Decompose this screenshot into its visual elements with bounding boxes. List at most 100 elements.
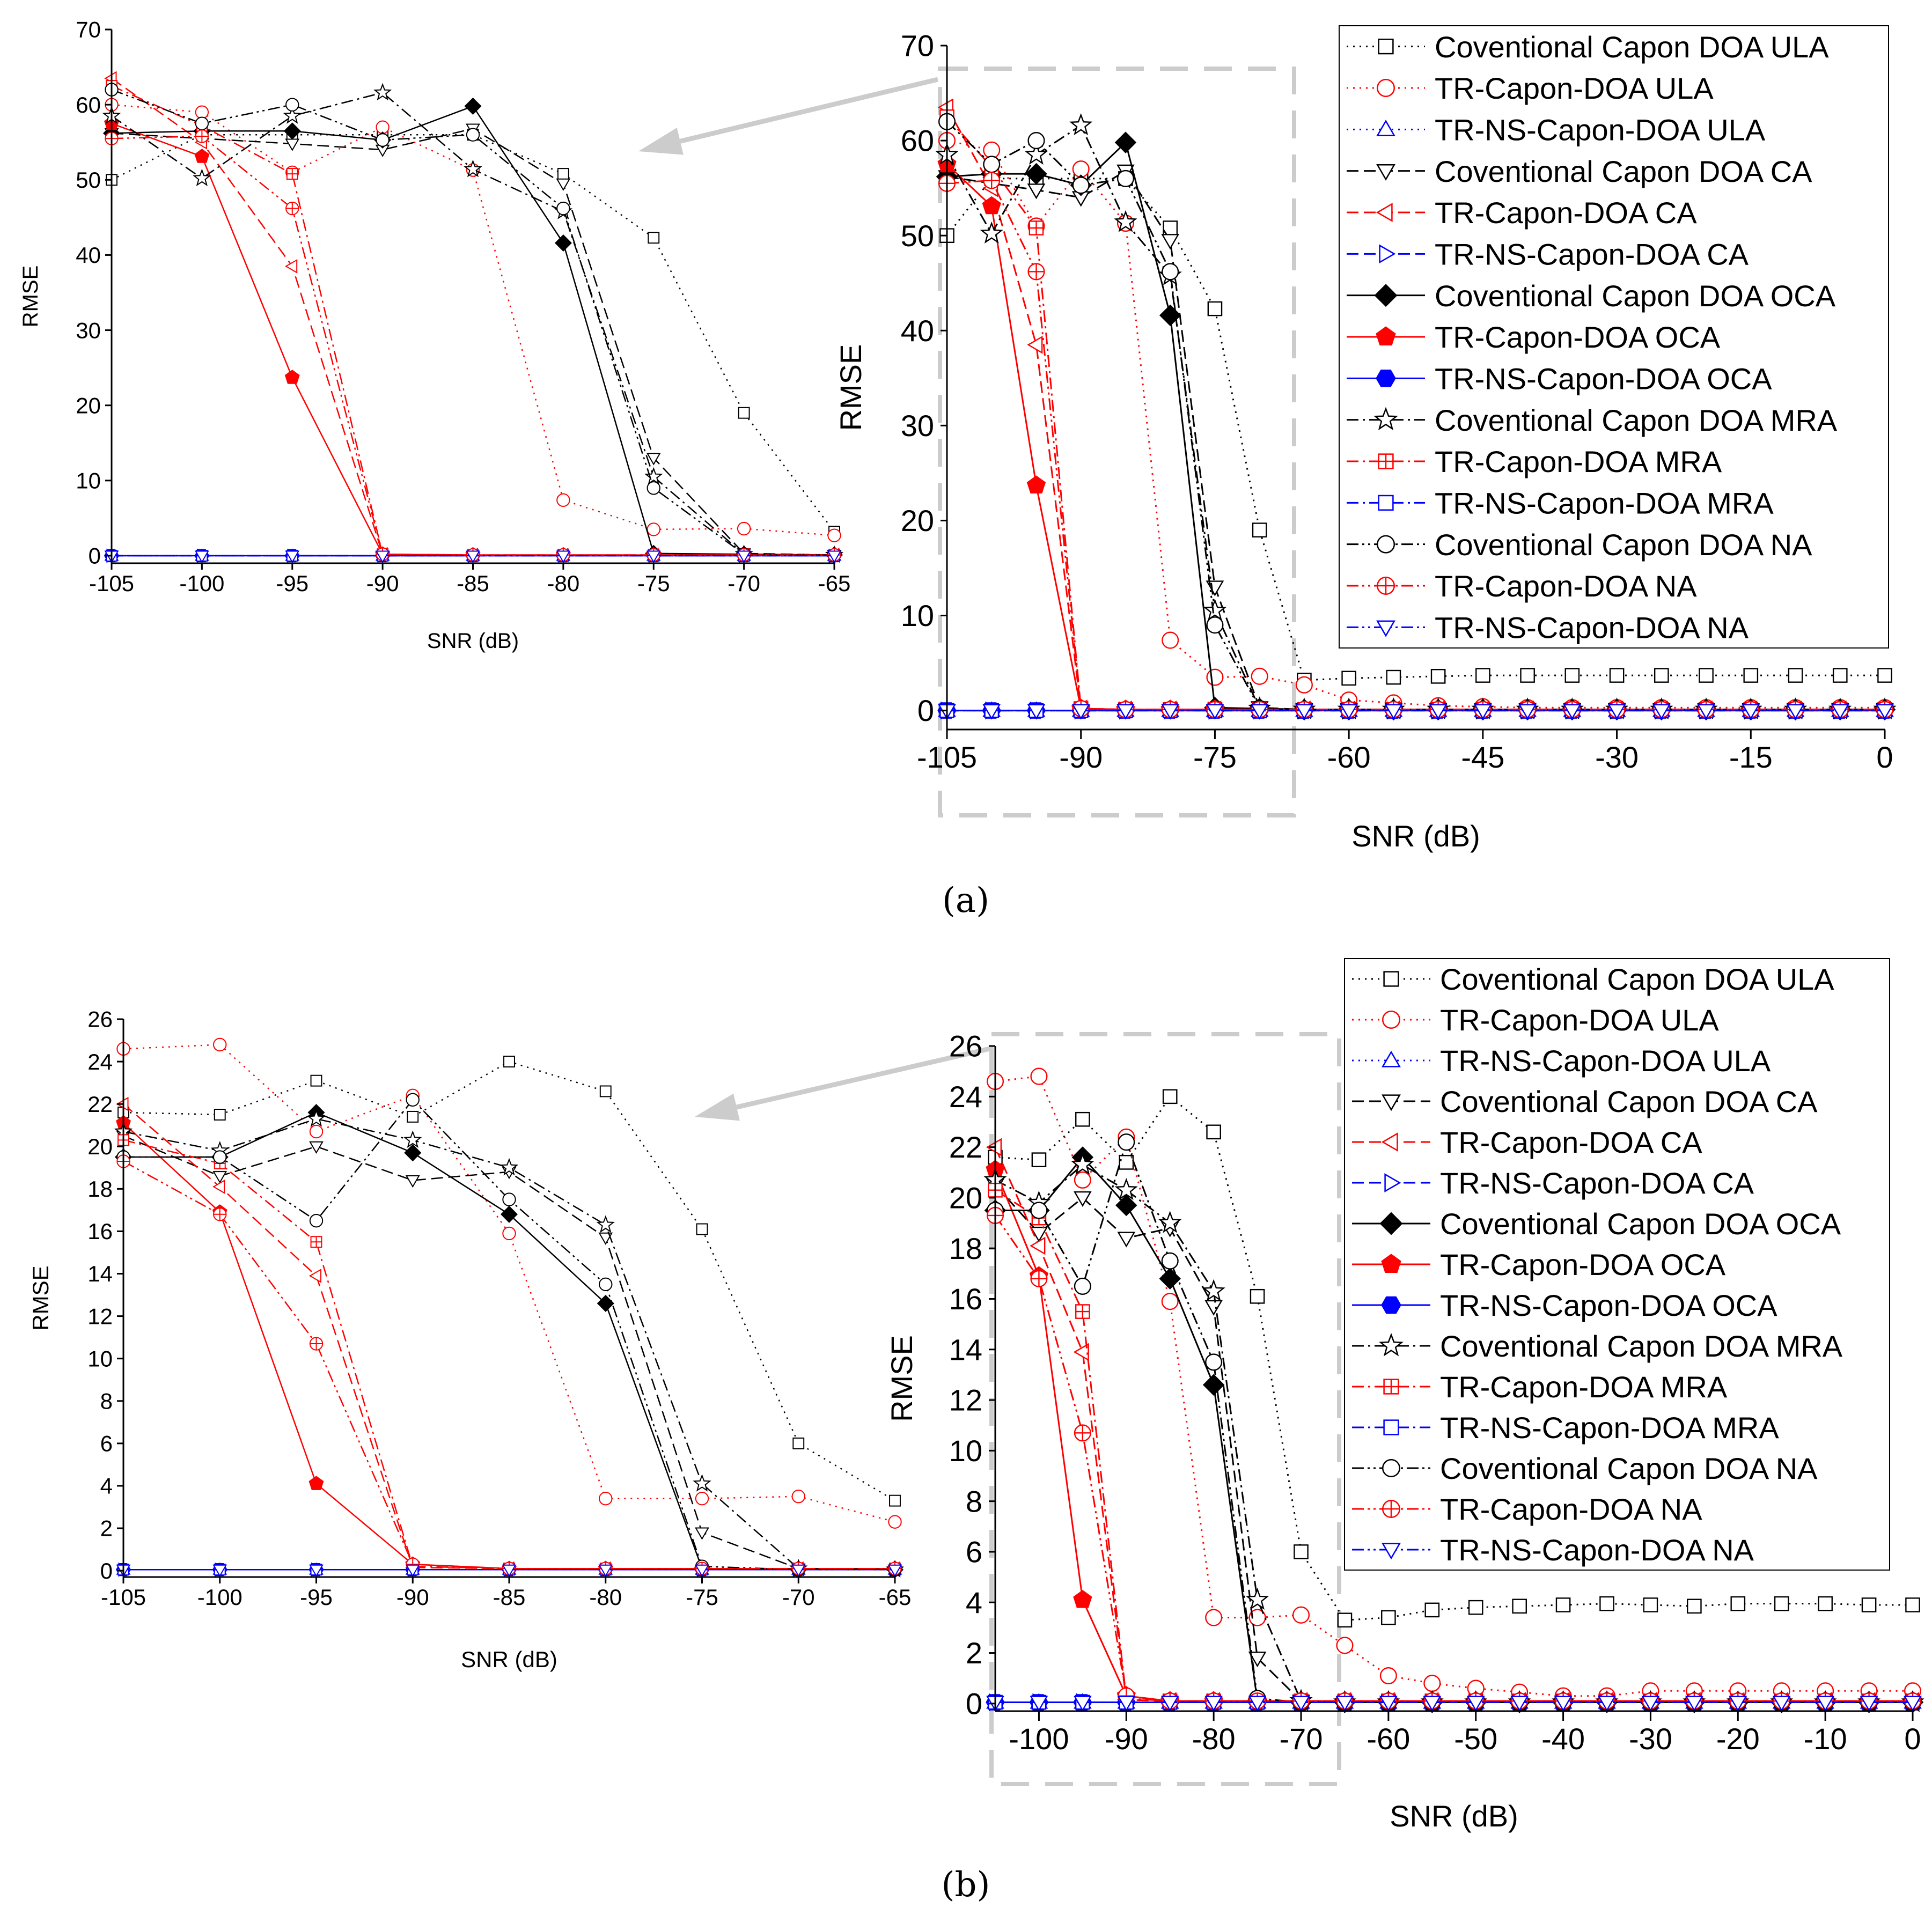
- a-main-tr-capon-doa-ula-point--75: [1206, 668, 1224, 686]
- b-main-coventional-capon-doa-mra-point--90: [1114, 1178, 1138, 1200]
- b-legend-tr-capon-doa-na: TR-Capon-DOA NA: [1352, 1492, 1702, 1526]
- b-main-tr-capon-doa-ca-point--100: [1030, 1236, 1046, 1255]
- b-inset-tr-capon-doa-na-point--100-cross: [214, 1208, 226, 1221]
- b-main-coventional-capon-doa-mra-point--80: [1202, 1279, 1225, 1301]
- a-inset-coventional-capon-doa-oca-point--80: [554, 234, 572, 252]
- a-main-x-tick-label: -75: [1193, 740, 1237, 774]
- a-main-tr-ns-capon-doa-na-point--65: [1295, 704, 1313, 720]
- a-zoom-arrow-shaft: [679, 77, 939, 144]
- a-legend-tr-ns-capon-doa-oca-marker: [1376, 370, 1396, 387]
- b-inset-coventional-capon-doa-ca-point--95: [309, 1141, 324, 1154]
- a-inset-y-tick-label: 40: [76, 242, 101, 268]
- b-main-tr-ns-capon-doa-na-point--20: [1729, 1696, 1747, 1712]
- b-inset-coventional-capon-doa-na-point--100: [213, 1150, 227, 1164]
- b-legend-coventional-capon-doa-ula: Coventional Capon DOA ULA: [1352, 962, 1834, 996]
- b-main-tr-ns-capon-doa-na-point--35: [1598, 1696, 1616, 1712]
- b-inset-x-tick-label: -100: [197, 1585, 243, 1610]
- a-legend-coventional-capon-doa-oca-marker: [1374, 284, 1398, 307]
- b-legend-frame: [1344, 958, 1890, 1571]
- a-inset-y-tick-label: 70: [76, 17, 101, 42]
- b-inset-coventional-capon-doa-na-line: [123, 1099, 895, 1571]
- b-legend-coventional-capon-doa-ula-marker: [1383, 971, 1399, 987]
- b-inset-tr-capon-doa-ula-point--100: [213, 1037, 227, 1052]
- a-legend-tr-ns-capon-doa-oca: TR-NS-Capon-DOA OCA: [1347, 362, 1772, 395]
- a-inset-tr-capon-doa-mra-line: [111, 85, 834, 556]
- b-main-series-area: [983, 1067, 1924, 1713]
- a-inset-tr-ns-capon-doa-na-point--85: [466, 550, 480, 563]
- b-main-coventional-capon-doa-ula-point--60: [1381, 1610, 1396, 1625]
- b-legend-coventional-capon-doa-ca: Coventional Capon DOA CA: [1352, 1085, 1818, 1118]
- b-main-y-tick-label: 4: [966, 1586, 982, 1619]
- a-legend-tr-capon-doa-oca-marker: [1376, 326, 1396, 345]
- a-legend-coventional-capon-doa-na-marker: [1376, 535, 1395, 554]
- a-legend-tr-capon-doa-na-label: TR-Capon-DOA NA: [1435, 569, 1697, 603]
- a-main-coventional-capon-doa-ca-point--80: [1161, 234, 1180, 250]
- a-main-coventional-capon-doa-ula-point--55: [1386, 669, 1401, 685]
- a-main-coventional-capon-doa-mra-point--85: [1114, 210, 1137, 232]
- b-inset-tr-capon-doa-ula-point--65: [888, 1515, 902, 1529]
- b-inset-tr-capon-doa-oca: [116, 1115, 902, 1575]
- a-main-coventional-capon-doa-ula-point--35: [1564, 668, 1580, 683]
- b-main-tr-capon-doa-ula-point--70: [1292, 1606, 1310, 1624]
- b-inset-x-tick-label: -105: [101, 1585, 146, 1610]
- b-main-tr-capon-doa-mra-point--95-cross: [1076, 1305, 1090, 1318]
- b-inset-tr-ns-capon-doa-na-point--70: [791, 1564, 806, 1577]
- a-inset-y-tick-label: 30: [76, 318, 101, 343]
- a-inset-tr-capon-doa-oca-line: [111, 123, 834, 556]
- a-main-coventional-capon-doa-na-point--95: [1027, 132, 1045, 150]
- a-main-tr-ns-capon-doa-na-point--25: [1652, 704, 1671, 720]
- a-inset-tr-ns-capon-doa-na-point--65: [827, 550, 842, 563]
- b-inset-y-tick-label: 4: [100, 1474, 113, 1499]
- b-inset-tr-capon-doa-ula-point--70: [791, 1490, 805, 1504]
- a-zoom-arrow-head: [638, 128, 684, 155]
- a-main-tr-ns-capon-doa-na-point--30: [1607, 704, 1626, 720]
- b-inset-y-tick-label: 0: [100, 1558, 113, 1583]
- b-main-coventional-capon-doa-ula-point--25: [1687, 1598, 1702, 1614]
- a-legend-tr-capon-doa-ca-label: TR-Capon-DOA CA: [1435, 196, 1697, 230]
- b-legend-tr-capon-doa-na-marker-cross: [1383, 1500, 1400, 1517]
- a-main-coventional-capon-doa-ula-point-0: [1877, 668, 1892, 683]
- b-inset-tr-ns-capon-doa-na-point--100: [212, 1564, 227, 1577]
- b-inset-tr-capon-doa-ula-point--80: [599, 1491, 613, 1506]
- b-inset-coventional-capon-doa-ula-point--85: [503, 1056, 515, 1068]
- b-main-tr-capon-doa-ula-point--80: [1205, 1609, 1223, 1626]
- a-main-tr-ns-capon-doa-na-point--100: [982, 704, 1001, 720]
- a-inset-coventional-capon-doa-na-line: [111, 89, 835, 556]
- caption-b: (b): [942, 1865, 990, 1905]
- b-inset-coventional-capon-doa-oca-point--85: [500, 1205, 518, 1223]
- b-inset-coventional-capon-doa-ca-point--80: [598, 1232, 613, 1246]
- b-main-coventional-capon-doa-ca-point--90: [1117, 1232, 1136, 1248]
- b-main-tr-ns-capon-doa-na-point--25: [1685, 1696, 1703, 1712]
- b-inset-tr-ns-capon-doa-na-point--90: [405, 1564, 420, 1577]
- b-inset-y-tick-label: 8: [100, 1388, 113, 1413]
- a-main-coventional-capon-doa-ula-point--10: [1788, 668, 1803, 683]
- a-inset-coventional-capon-doa-na-point--85: [466, 128, 480, 142]
- b-main-coventional-capon-doa-ula-point--95: [1075, 1111, 1090, 1127]
- a-inset-y-tick-label: 50: [76, 167, 101, 193]
- a-inset-x-tick-label: -105: [89, 571, 134, 596]
- a-inset-x-tick-label: -90: [366, 571, 399, 596]
- a-legend-tr-ns-capon-doa-mra-label: TR-NS-Capon-DOA MRA: [1435, 486, 1774, 520]
- a-inset-coventional-capon-doa-ula-point--80: [557, 168, 569, 180]
- b-main-tr-ns-capon-doa-na-point--10: [1816, 1696, 1834, 1712]
- b-main-y-tick-label: 18: [949, 1232, 982, 1265]
- b-legend-tr-capon-doa-mra-label: TR-Capon-DOA MRA: [1440, 1370, 1728, 1404]
- a-main-x-tick-label: -30: [1595, 740, 1639, 774]
- b-main-y-tick-label: 8: [966, 1484, 982, 1518]
- a-legend-coventional-capon-doa-mra: Coventional Capon DOA MRA: [1347, 403, 1838, 437]
- b-main-y-tick-label: 24: [949, 1080, 982, 1114]
- a-inset-tr-capon-doa-na-point--95-cross: [286, 202, 299, 215]
- b-legend-tr-capon-doa-ca: TR-Capon-DOA CA: [1352, 1125, 1702, 1159]
- b-inset-y-tick-label: 14: [87, 1261, 113, 1286]
- b-inset-tr-ns-capon-doa-na-point--85: [502, 1564, 517, 1577]
- b-main-coventional-capon-doa-ula-point--85: [1162, 1089, 1178, 1104]
- a-main-coventional-capon-doa-ula-point--80: [1163, 220, 1178, 235]
- b-legend-tr-ns-capon-doa-mra-label: TR-NS-Capon-DOA MRA: [1440, 1411, 1779, 1445]
- a-main-tr-ns-capon-doa-na-point--80: [1161, 704, 1180, 720]
- b-legend-tr-ns-capon-doa-oca: TR-NS-Capon-DOA OCA: [1352, 1288, 1777, 1322]
- b-inset-coventional-capon-doa-mra-point--80: [596, 1215, 615, 1233]
- a-inset-x-tick-label: -100: [179, 571, 224, 596]
- b-legend-tr-ns-capon-doa-na: TR-NS-Capon-DOA NA: [1352, 1533, 1754, 1567]
- a-inset-y-tick-label: 10: [76, 468, 101, 493]
- a-main-coventional-capon-doa-na-point--80: [1162, 263, 1179, 281]
